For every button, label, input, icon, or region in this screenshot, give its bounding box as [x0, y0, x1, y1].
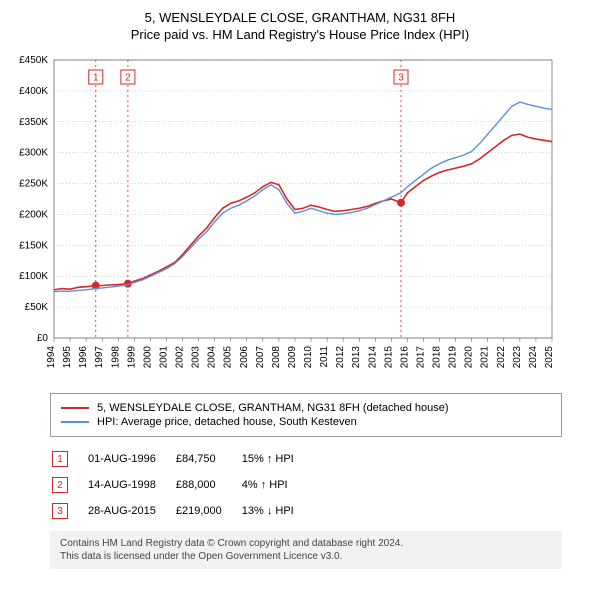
event-price: £219,000 [176, 499, 240, 523]
y-tick-label: £100K [19, 271, 48, 282]
event-marker-label: 2 [125, 73, 131, 84]
event-price: £84,750 [176, 447, 240, 471]
y-tick-label: £300K [19, 148, 48, 159]
x-tick-label: 2001 [158, 346, 169, 369]
y-tick-label: £50K [25, 302, 49, 313]
x-tick-label: 2018 [432, 346, 443, 369]
chart-container: £0 £50K £100K £150K £200K £250K £300K £350K £400… [10, 50, 590, 385]
x-tick-label: 2014 [367, 346, 378, 369]
line-chart: £0 £50K £100K £150K £200K £250K £300K £350K £400… [10, 50, 570, 380]
legend-swatch [61, 421, 89, 423]
y-tick-label: £200K [19, 209, 48, 220]
x-tick-label: 2015 [383, 346, 394, 369]
y-tick-label: £0 [37, 333, 49, 344]
event-marker-label: 1 [93, 73, 99, 84]
x-tick-label: 2025 [544, 346, 555, 369]
x-tick-label: 1997 [94, 346, 105, 369]
x-tick-label: 2020 [464, 346, 475, 369]
legend-label: 5, WENSLEYDALE CLOSE, GRANTHAM, NG31 8FH… [97, 402, 449, 414]
chart-title-block: 5, WENSLEYDALE CLOSE, GRANTHAM, NG31 8FH… [10, 10, 590, 42]
footer-attribution: Contains HM Land Registry data © Crown c… [50, 531, 562, 569]
x-tick-label: 2007 [255, 346, 266, 369]
legend-swatch [61, 407, 89, 409]
x-tick-label: 2023 [512, 346, 523, 369]
event-row: 1 01-AUG-1996£84,75015% ↑ HPI [52, 447, 312, 471]
y-tick-label: £450K [19, 55, 48, 66]
event-marker: 3 [52, 503, 68, 519]
event-marker: 2 [52, 477, 68, 493]
title-line1: 5, WENSLEYDALE CLOSE, GRANTHAM, NG31 8FH [10, 10, 590, 25]
event-price: £88,000 [176, 473, 240, 497]
x-tick-label: 1998 [110, 346, 121, 369]
x-tick-label: 2003 [191, 346, 202, 369]
x-tick-label: 2006 [239, 346, 250, 369]
y-tick-label: £150K [19, 240, 48, 251]
x-tick-label: 2017 [415, 346, 426, 369]
x-tick-label: 2005 [223, 346, 234, 369]
events-table: 1 01-AUG-1996£84,75015% ↑ HPI 2 14-AUG-1998… [50, 445, 314, 525]
x-tick-label: 2013 [351, 346, 362, 369]
event-date: 01-AUG-1996 [88, 447, 174, 471]
x-tick-label: 2019 [448, 346, 459, 369]
y-tick-label: £400K [19, 86, 48, 97]
x-tick-label: 1995 [62, 346, 73, 369]
x-tick-label: 2021 [480, 346, 491, 369]
event-delta: 13% ↓ HPI [242, 499, 312, 523]
x-tick-label: 2009 [287, 346, 298, 369]
x-tick-label: 2008 [271, 346, 282, 369]
legend-item: 5, WENSLEYDALE CLOSE, GRANTHAM, NG31 8FH… [61, 402, 551, 414]
y-tick-label: £350K [19, 117, 48, 128]
event-delta: 4% ↑ HPI [242, 473, 312, 497]
x-tick-label: 2002 [175, 346, 186, 369]
x-tick-label: 2004 [207, 346, 218, 369]
x-tick-label: 2000 [142, 346, 153, 369]
x-tick-label: 2012 [335, 346, 346, 369]
title-line2: Price paid vs. HM Land Registry's House … [10, 27, 590, 42]
event-marker-label: 3 [398, 73, 404, 84]
event-date: 28-AUG-2015 [88, 499, 174, 523]
x-tick-label: 2010 [303, 346, 314, 369]
legend-item: HPI: Average price, detached house, Sout… [61, 416, 551, 428]
event-date: 14-AUG-1998 [88, 473, 174, 497]
event-row: 2 14-AUG-1998£88,0004% ↑ HPI [52, 473, 312, 497]
y-tick-label: £250K [19, 179, 48, 190]
event-delta: 15% ↑ HPI [242, 447, 312, 471]
x-tick-label: 2024 [528, 346, 539, 369]
legend: 5, WENSLEYDALE CLOSE, GRANTHAM, NG31 8FH… [50, 393, 562, 437]
footer-line2: This data is licensed under the Open Gov… [60, 550, 552, 563]
x-tick-label: 2022 [496, 346, 507, 369]
legend-label: HPI: Average price, detached house, Sout… [97, 416, 357, 428]
event-marker: 1 [52, 451, 68, 467]
x-tick-label: 2016 [399, 346, 410, 369]
footer-line1: Contains HM Land Registry data © Crown c… [60, 537, 552, 550]
x-tick-label: 1996 [78, 346, 89, 369]
x-tick-label: 1999 [126, 346, 137, 369]
x-tick-label: 2011 [319, 346, 330, 368]
event-row: 3 28-AUG-2015£219,00013% ↓ HPI [52, 499, 312, 523]
x-tick-label: 1994 [46, 346, 57, 369]
